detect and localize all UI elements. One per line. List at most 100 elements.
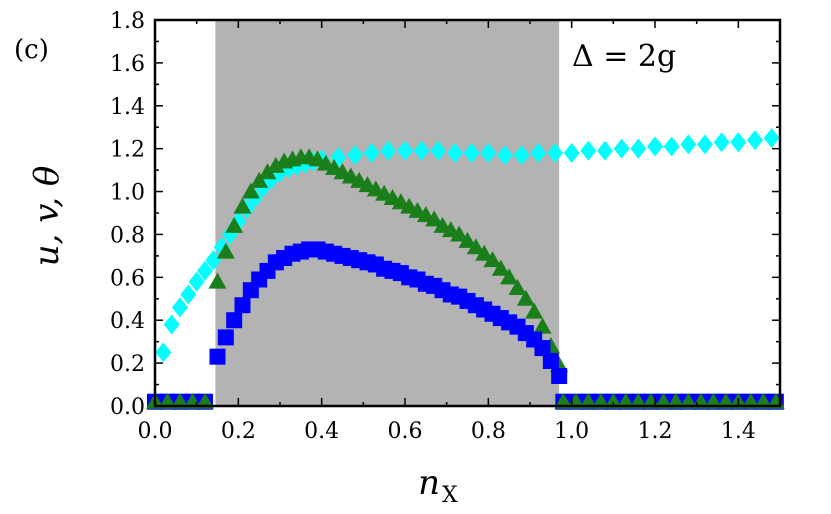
data-point — [413, 140, 430, 161]
data-point — [172, 297, 188, 318]
data-point — [716, 392, 735, 409]
data-point — [397, 140, 413, 161]
plot-frame — [153, 18, 782, 408]
data-point — [713, 132, 730, 153]
data-point — [500, 268, 519, 285]
data-point — [226, 312, 243, 329]
data-point — [647, 136, 663, 157]
data-point — [697, 134, 713, 155]
data-point — [380, 140, 397, 161]
x-axis-label-subscript: X — [442, 483, 458, 508]
data-point — [258, 163, 277, 180]
data-point — [475, 244, 494, 261]
x-tick-label: 1.0 — [554, 419, 589, 444]
data-point — [266, 156, 285, 173]
data-point — [597, 140, 613, 161]
y-tick-label: 0.8 — [110, 223, 145, 248]
data-point — [629, 392, 648, 409]
data-point — [163, 314, 180, 335]
data-point — [217, 329, 234, 346]
data-point — [180, 284, 197, 305]
x-tick-label: 0.6 — [388, 419, 423, 444]
shaded-region-layer — [215, 20, 560, 406]
x-tick-label: 1.2 — [638, 419, 673, 444]
data-point — [604, 392, 623, 409]
data-point — [663, 136, 680, 157]
data-point — [491, 259, 510, 276]
data-point — [513, 145, 530, 166]
data-point — [630, 138, 647, 159]
x-tick-label: 1.4 — [721, 419, 756, 444]
data-point — [525, 302, 544, 319]
y-tick-label: 1.2 — [110, 138, 145, 163]
data-point — [197, 260, 213, 281]
y-tick-label: 0.6 — [110, 266, 145, 291]
data-point — [216, 242, 235, 259]
data-point — [616, 392, 635, 409]
data-point — [579, 392, 598, 409]
y-axis-label: u, v, θ — [27, 166, 67, 267]
data-point — [463, 142, 480, 163]
delta-annotation: Δ = 2g — [572, 39, 676, 74]
shaded-region — [215, 20, 560, 406]
data-point — [679, 392, 698, 409]
data-point — [580, 140, 597, 161]
data-point — [483, 251, 502, 268]
data-point — [208, 272, 227, 289]
data-point — [196, 392, 214, 409]
data-point — [209, 348, 226, 365]
data-point — [530, 142, 547, 163]
data-point — [425, 210, 444, 227]
data-point — [458, 231, 477, 248]
data-point — [225, 216, 244, 233]
data-point — [497, 145, 513, 166]
data-point — [205, 250, 222, 271]
data-point — [347, 145, 363, 166]
data-point — [430, 140, 447, 161]
x-tick-label: 0.0 — [138, 419, 173, 444]
data-point — [542, 352, 559, 369]
data-point — [551, 367, 568, 384]
y-tick-label: 0.2 — [110, 352, 145, 377]
data-point — [450, 225, 469, 242]
data-point — [447, 142, 463, 163]
panel-label: (c) — [14, 35, 49, 65]
data-point — [363, 142, 380, 163]
data-point — [747, 130, 763, 151]
data-point — [763, 127, 780, 148]
data-point — [234, 297, 251, 314]
x-tick-label: 0.4 — [304, 419, 339, 444]
data-point — [534, 340, 551, 357]
data-point — [508, 279, 527, 296]
data-point — [233, 197, 252, 214]
data-point — [516, 289, 535, 306]
y-tick-label: 0.0 — [110, 395, 145, 420]
y-tick-label: 1.6 — [110, 52, 145, 77]
data-point — [533, 317, 552, 334]
data-point — [741, 392, 760, 409]
data-point — [680, 134, 697, 155]
x-tick-label: 0.2 — [221, 419, 256, 444]
data-point — [666, 392, 685, 409]
data-point — [554, 392, 573, 409]
data-point — [155, 342, 172, 363]
data-marks-layer — [146, 127, 785, 410]
y-tick-label: 1.8 — [110, 9, 145, 34]
data-point — [704, 392, 723, 409]
data-point — [466, 238, 485, 255]
data-point — [250, 171, 269, 188]
y-tick-label: 0.4 — [110, 309, 145, 334]
y-tick-label: 1.4 — [110, 95, 145, 120]
data-point — [754, 392, 773, 409]
x-axis-label: n — [418, 463, 440, 503]
data-point — [654, 392, 673, 409]
data-point — [188, 271, 205, 292]
series-2-square — [209, 241, 568, 384]
series-0-diamond — [155, 127, 780, 363]
data-point — [171, 392, 189, 409]
series-1-triangle — [208, 148, 569, 373]
data-point — [547, 142, 563, 163]
data-point — [480, 142, 497, 163]
data-point — [563, 142, 580, 163]
